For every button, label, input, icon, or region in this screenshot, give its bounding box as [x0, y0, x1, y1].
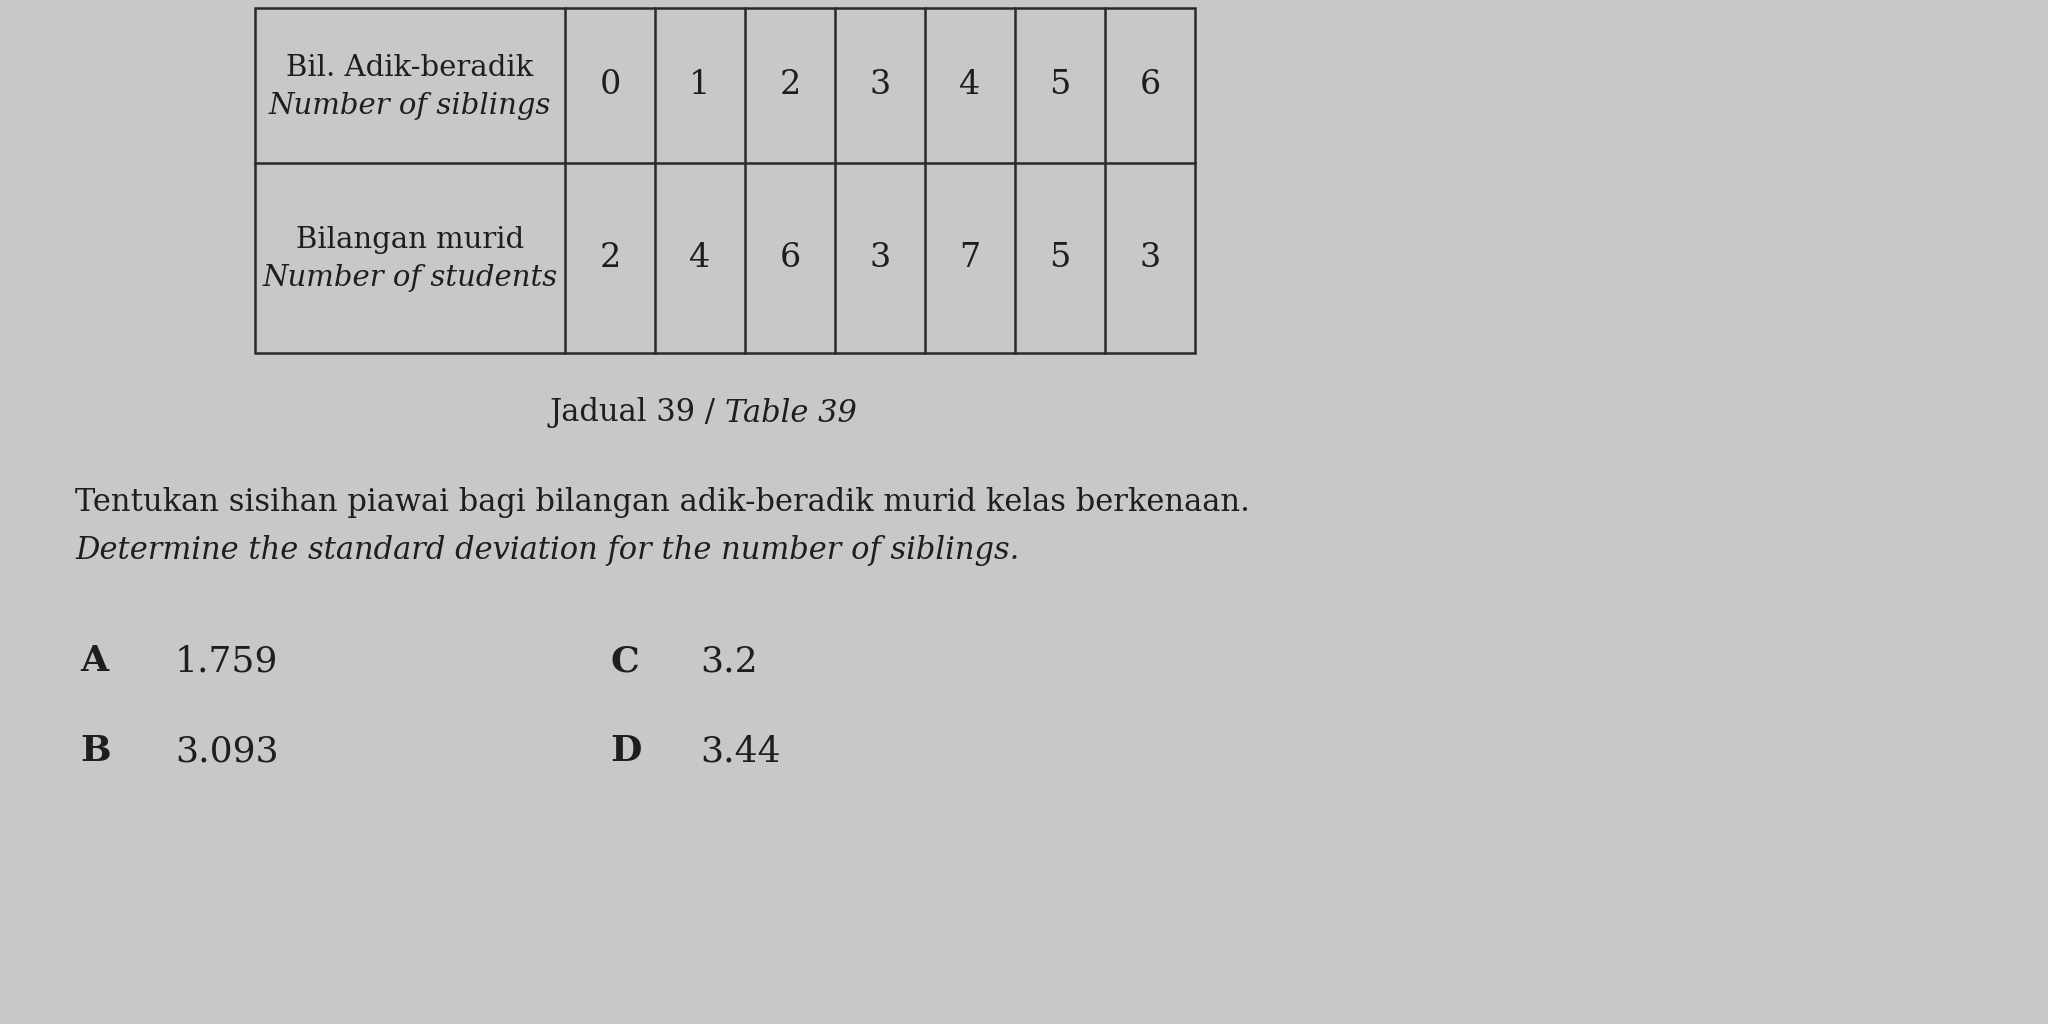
Text: 2: 2	[600, 242, 621, 274]
Text: 0: 0	[600, 70, 621, 101]
Text: Bilangan murid: Bilangan murid	[297, 226, 524, 254]
Text: 3.093: 3.093	[174, 734, 279, 768]
Text: Table 39: Table 39	[725, 397, 856, 428]
Text: Determine the standard deviation for the number of siblings.: Determine the standard deviation for the…	[76, 536, 1020, 566]
Text: 3: 3	[868, 242, 891, 274]
Text: 5: 5	[1049, 242, 1071, 274]
Text: 3: 3	[1139, 242, 1161, 274]
Text: Bil. Adik-beradik: Bil. Adik-beradik	[287, 53, 535, 82]
Text: A: A	[80, 644, 109, 678]
Text: Number of siblings: Number of siblings	[268, 91, 551, 120]
Text: Tentukan sisihan piawai bagi bilangan adik-beradik murid kelas berkenaan.: Tentukan sisihan piawai bagi bilangan ad…	[76, 487, 1249, 518]
Text: D: D	[610, 734, 641, 768]
Text: 7: 7	[958, 242, 981, 274]
Text: 1: 1	[690, 70, 711, 101]
Text: 2: 2	[780, 70, 801, 101]
Text: 6: 6	[780, 242, 801, 274]
Text: 1.759: 1.759	[174, 644, 279, 678]
Text: 4: 4	[958, 70, 981, 101]
Text: 4: 4	[690, 242, 711, 274]
Text: 6: 6	[1139, 70, 1161, 101]
Text: Jadual 39 /: Jadual 39 /	[549, 397, 725, 428]
Text: B: B	[80, 734, 111, 768]
Text: C: C	[610, 644, 639, 678]
Text: Number of students: Number of students	[262, 264, 557, 292]
Text: 3.44: 3.44	[700, 734, 780, 768]
Bar	[256, 8, 1194, 353]
Text: 3: 3	[868, 70, 891, 101]
Text: 5: 5	[1049, 70, 1071, 101]
Text: 3.2: 3.2	[700, 644, 758, 678]
